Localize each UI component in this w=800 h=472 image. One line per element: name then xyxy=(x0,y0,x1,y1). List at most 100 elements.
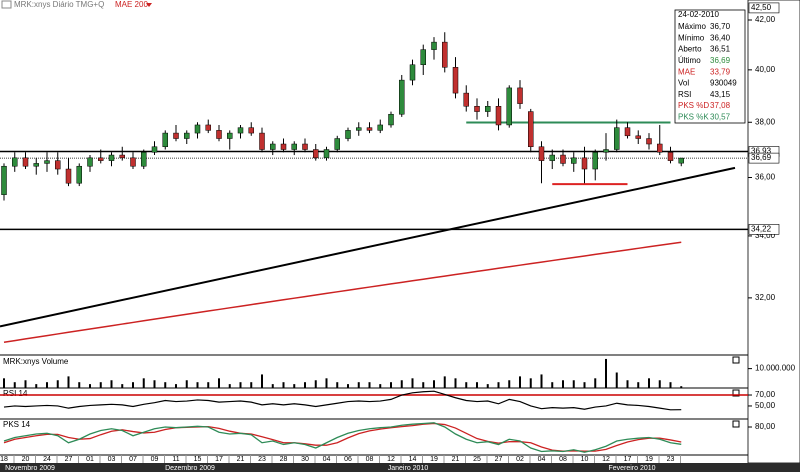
volume-bar xyxy=(368,382,371,388)
candle-body xyxy=(356,127,362,131)
y-tick-label: 36,00 xyxy=(755,173,776,182)
candle-body xyxy=(87,157,93,167)
month-label: Janeiro 2010 xyxy=(388,465,429,472)
x-tick-label: 30 xyxy=(301,456,309,463)
x-tick-label: 15 xyxy=(194,456,202,463)
level-label: 36,93 xyxy=(751,147,772,156)
volume-bar xyxy=(207,382,210,388)
candle-body xyxy=(248,127,254,134)
candle-body xyxy=(313,149,319,159)
candle-body xyxy=(377,124,383,131)
candle-body xyxy=(22,157,29,167)
volume-bar xyxy=(626,380,629,388)
level-tag xyxy=(748,224,780,235)
candle-body xyxy=(592,152,598,170)
candle-body xyxy=(646,138,652,145)
candle-body xyxy=(76,165,82,184)
candle-body xyxy=(302,143,308,150)
y-tick-label: 70,00 xyxy=(755,390,776,399)
candle-body xyxy=(259,132,265,150)
volume-bar xyxy=(443,376,446,388)
volume-bar xyxy=(185,380,188,388)
candle-body xyxy=(485,106,491,112)
volume-bar xyxy=(67,376,70,388)
candle-body xyxy=(345,130,351,139)
info-value: 36,40 xyxy=(710,33,731,42)
x-tick-label: 27 xyxy=(495,456,503,463)
x-tick-label: 11 xyxy=(172,456,179,463)
info-date: 24-02-2010 xyxy=(678,10,719,19)
x-tick-label: 12 xyxy=(387,456,395,463)
volume-bar xyxy=(46,382,48,388)
month-band xyxy=(0,463,800,472)
candle-body xyxy=(409,64,416,81)
level-tag xyxy=(748,152,780,164)
volume-bar xyxy=(164,382,167,388)
level-label: 42,50 xyxy=(751,3,772,12)
x-tick-label: 28 xyxy=(280,456,288,463)
trendline xyxy=(0,166,736,328)
pane-title: RSI 14 xyxy=(3,389,28,398)
info-value: 33,79 xyxy=(710,67,731,76)
candle-body xyxy=(549,154,555,161)
volume-bar xyxy=(605,358,607,388)
pane-button xyxy=(732,389,740,397)
volume-bar xyxy=(228,384,231,388)
candle-body xyxy=(44,160,50,164)
candle-body xyxy=(581,157,588,170)
y-tick-label: 38,00 xyxy=(755,117,776,126)
candle-body xyxy=(216,130,222,139)
x-tick-label: 25 xyxy=(473,456,481,463)
x-tick-label: 19 xyxy=(430,456,438,463)
candle-body xyxy=(108,154,115,161)
info-value: 36,70 xyxy=(710,22,731,31)
volume-bar xyxy=(153,380,156,388)
candle-body xyxy=(130,157,136,167)
candle-body xyxy=(227,132,233,139)
x-tick-label: 02 xyxy=(516,456,524,463)
volume-bar xyxy=(314,380,317,388)
info-label: Máximo xyxy=(678,22,707,31)
candle-body xyxy=(119,154,125,159)
info-box xyxy=(674,9,746,124)
volume-bar xyxy=(594,378,597,388)
candle-body xyxy=(517,87,523,104)
x-tick-label: 21 xyxy=(452,456,460,463)
candle-body xyxy=(173,132,179,139)
volume-bar xyxy=(465,382,468,388)
x-tick-label: 04 xyxy=(538,456,546,463)
candle-body xyxy=(657,143,663,153)
volume-bar xyxy=(390,382,392,388)
volume-bar xyxy=(24,380,27,388)
x-tick-label: 12 xyxy=(602,456,610,463)
candle-body xyxy=(270,143,276,150)
volume-bar xyxy=(336,382,339,388)
volume-bar xyxy=(110,380,113,388)
level-label: 34,22 xyxy=(751,224,772,233)
candle-body xyxy=(388,113,394,126)
volume-bar xyxy=(411,378,414,388)
pane-title: MRK:xnys Volume xyxy=(3,357,69,366)
x-tick-label: 17 xyxy=(215,456,223,463)
volume-bar xyxy=(56,380,59,388)
candle-body xyxy=(614,127,620,150)
volume-bar xyxy=(261,374,263,388)
volume-bar xyxy=(422,382,425,388)
candle-body xyxy=(162,132,168,148)
info-value: 43,15 xyxy=(710,90,731,99)
candle-body xyxy=(237,127,244,134)
volume-bar xyxy=(648,378,650,388)
x-tick-label: 24 xyxy=(43,456,51,463)
volume-bar xyxy=(239,382,242,388)
volume-bar xyxy=(562,380,564,388)
month-label: Fevereiro 2010 xyxy=(608,465,655,472)
volume-bar xyxy=(35,384,38,388)
y-tick-label: 80,00 xyxy=(755,422,776,431)
volume-bar xyxy=(486,384,489,388)
level-tag xyxy=(748,2,780,14)
month-label: Novembro 2009 xyxy=(5,465,55,472)
y-tick-label: 42,00 xyxy=(755,15,776,24)
candle-body xyxy=(635,135,641,139)
y-tick-label: 50,00 xyxy=(755,401,776,410)
volume-bar xyxy=(89,384,91,388)
